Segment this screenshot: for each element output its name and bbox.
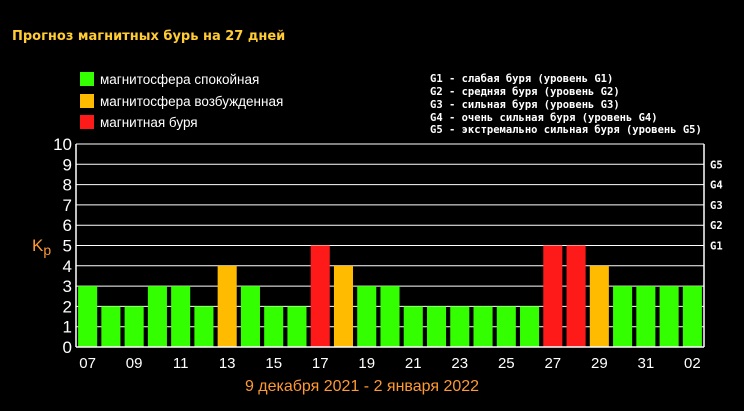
x-tick-label: 07 <box>79 355 96 372</box>
bar <box>333 265 354 347</box>
bar <box>171 286 191 347</box>
y-axis-label: Kp <box>32 236 51 258</box>
chart-title: Прогноз магнитных бурь на 27 дней <box>12 29 285 44</box>
x-axis-label: 9 декабря 2021 - 2 января 2022 <box>245 378 479 395</box>
bar <box>357 286 377 347</box>
x-tick-label: 11 <box>173 355 189 372</box>
bar <box>380 286 400 347</box>
x-tick-label: 31 <box>638 355 655 372</box>
bar <box>124 306 144 347</box>
y-axis-label-text: K <box>32 236 44 255</box>
bar <box>636 286 656 347</box>
y-tick-label: 6 <box>63 216 72 235</box>
legend-swatch-active <box>80 94 94 108</box>
x-tick-label: 15 <box>265 355 282 372</box>
g-tick-label: G3 <box>710 200 723 212</box>
x-tick-label: 17 <box>312 355 329 372</box>
storm-level-g1: G1 - слабая буря (уровень G1) <box>430 73 613 85</box>
x-tick-label: 29 <box>591 355 608 372</box>
x-tick-label: 19 <box>358 355 375 372</box>
bar <box>310 245 330 347</box>
bar <box>287 306 307 347</box>
y-axis-label-subscript: p <box>43 242 51 258</box>
y-tick-label: 0 <box>63 338 72 357</box>
storm-level-g2: G2 - средняя буря (уровень G2) <box>430 86 620 98</box>
bar <box>682 286 702 347</box>
axes <box>75 144 705 348</box>
bars <box>78 245 702 347</box>
legend-label-quiet: магнитосфера спокойная <box>100 72 259 87</box>
bar <box>147 286 167 347</box>
bar <box>78 286 98 347</box>
bar <box>101 306 121 347</box>
legend-swatch-storm <box>80 115 94 129</box>
storm-level-g3: G3 - сильная буря (уровень G3) <box>430 99 620 111</box>
bar <box>473 306 493 347</box>
legend: магнитосфера спокойная магнитосфера возб… <box>80 72 283 130</box>
x-tick-label: 23 <box>451 355 468 372</box>
storm-level-legend: G1 - слабая буря (уровень G1) G2 - средн… <box>430 73 702 136</box>
bar <box>659 286 679 347</box>
bar <box>613 286 633 347</box>
y-tick-label: 3 <box>63 277 72 296</box>
y-tick-label: 7 <box>63 196 72 215</box>
x-tick-label: 25 <box>498 355 515 372</box>
bar <box>589 265 609 347</box>
y-tick-label: 5 <box>63 237 72 256</box>
legend-swatch-quiet <box>80 72 94 86</box>
bar <box>194 306 214 347</box>
bar <box>264 306 284 347</box>
bar <box>566 245 586 347</box>
x-tick-labels: 07 09 11 13 15 17 19 21 23 25 27 29 31 02 <box>79 355 700 372</box>
x-tick-label: 02 <box>684 355 701 372</box>
legend-label-storm: магнитная буря <box>100 115 198 130</box>
bar <box>543 245 563 347</box>
storm-level-g4: G4 - очень сильная буря (уровень G4) <box>430 112 658 124</box>
x-tick-label: 13 <box>219 355 236 372</box>
y-tick-label: 2 <box>63 297 72 316</box>
bar <box>403 306 423 347</box>
y-tick-label: 4 <box>63 257 72 276</box>
g-tick-label: G5 <box>710 159 723 171</box>
x-tick-label: 09 <box>126 355 143 372</box>
g-level-tick-labels: G1 G2 G3 G4 G5 <box>710 159 723 252</box>
bar <box>520 306 540 347</box>
legend-label-active: магнитосфера возбужденная <box>100 94 283 109</box>
x-tick-label: 27 <box>544 355 561 372</box>
y-tick-label: 9 <box>63 155 72 174</box>
storm-level-g5: G5 - экстремально сильная буря (уровень … <box>430 124 702 136</box>
y-tick-label: 10 <box>53 135 72 154</box>
bar <box>450 306 470 347</box>
g-tick-label: G1 <box>710 241 723 253</box>
y-tick-label: 8 <box>63 176 72 195</box>
bar <box>217 265 237 347</box>
x-tick-label: 21 <box>405 355 422 372</box>
bar <box>496 306 516 347</box>
y-tick-label: 1 <box>63 318 72 337</box>
bar <box>240 286 260 347</box>
bar <box>426 306 447 347</box>
g-tick-label: G4 <box>710 180 723 192</box>
g-tick-label: G2 <box>710 220 723 232</box>
